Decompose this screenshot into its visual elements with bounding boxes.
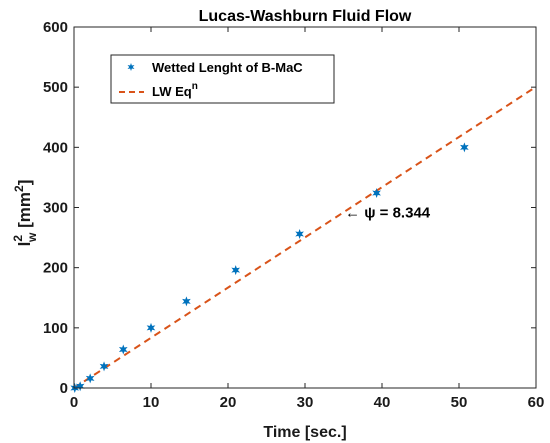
y-axis-label-unit-sup: 2 — [12, 185, 26, 192]
plot-area — [70, 85, 537, 393]
axes-box — [73, 26, 537, 389]
y-tick-label: 400 — [43, 139, 68, 156]
psi-annotation: ← ψ = 8.344 — [345, 204, 431, 221]
y-tick-label: 300 — [43, 200, 68, 217]
x-tick-label: 0 — [70, 394, 78, 411]
data-point-star — [99, 361, 109, 372]
x-tick-label: 20 — [220, 394, 237, 411]
legend-label-wetted-length: Wetted Lenght of B-MaC — [152, 60, 303, 75]
data-point-star — [460, 142, 469, 153]
x-axis-label: Time [sec.] — [263, 424, 346, 441]
y-tick-label: 600 — [43, 19, 68, 36]
y-tick-label: 100 — [43, 320, 68, 337]
legend-label-lw-eq: LW Eqn — [152, 81, 198, 99]
data-point-star — [295, 228, 304, 239]
y-tick-label: 200 — [43, 260, 68, 277]
data-point-star — [146, 322, 156, 333]
y-axis-label-unit: [mm — [15, 192, 34, 233]
y-axis-label-sup: 2 — [11, 235, 25, 242]
y-axis-label-sub: w — [25, 232, 39, 243]
y-tick-label: 500 — [43, 79, 68, 96]
legend-marker-star — [127, 63, 135, 71]
x-tick-label: 60 — [528, 394, 545, 411]
y-tick-label: 0 — [60, 380, 68, 397]
x-tick-label: 40 — [374, 394, 391, 411]
data-point-star — [85, 373, 95, 384]
x-tick-label: 50 — [451, 394, 468, 411]
legend-label-lw-eq-text: LW Eq — [152, 84, 192, 99]
x-tick-label: 10 — [143, 394, 160, 411]
legend-box — [110, 54, 335, 104]
y-axis-label-base: l — [15, 242, 34, 247]
legend-star-shape — [127, 63, 135, 71]
chart-title: Lucas-Washburn Fluid Flow — [199, 8, 412, 25]
data-point-star — [372, 188, 381, 199]
legend-label-lw-eq-sup: n — [192, 81, 198, 92]
legend: Wetted Lenght of B-MaC LW Eqn — [110, 54, 335, 104]
data-point-star — [118, 344, 128, 355]
y-axis-label-unit-close: ] — [15, 180, 34, 186]
lw-equation-line — [73, 85, 537, 389]
y-axis-label: l2w [mm2] — [11, 180, 39, 247]
data-point-star — [75, 381, 85, 392]
y-axis: 0 100 200 300 400 500 600 — [43, 19, 536, 397]
data-point-star — [231, 265, 241, 276]
x-tick-label: 30 — [297, 394, 314, 411]
data-point-star — [182, 296, 191, 307]
